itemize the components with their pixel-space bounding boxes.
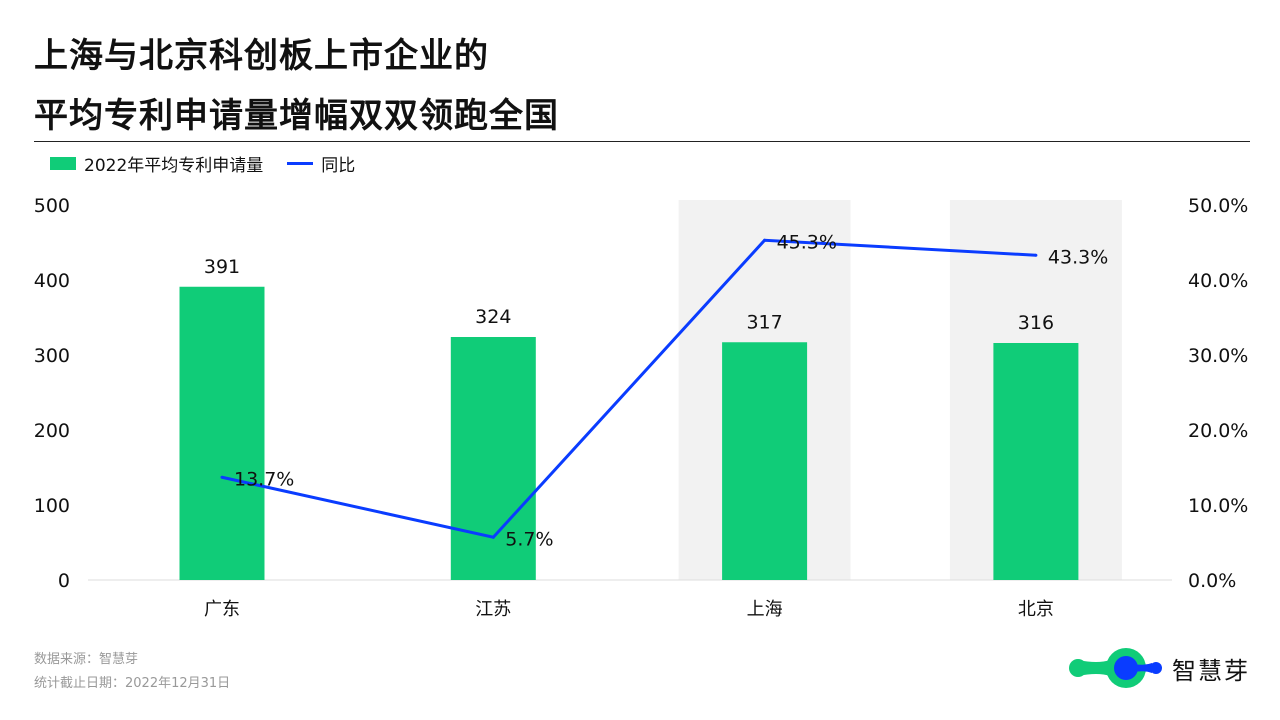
line-label: 43.3% <box>1048 246 1108 268</box>
title-line-2: 平均专利申请量增幅双双领跑全国 <box>34 96 559 136</box>
category-label: 江苏 <box>475 599 511 620</box>
title-line-1: 上海与北京科创板上市企业的 <box>34 36 489 76</box>
legend: 2022年平均专利申请量 同比 <box>50 151 355 176</box>
bar <box>993 343 1079 580</box>
right-tick-label: 10.0% <box>1188 495 1248 517</box>
bar <box>722 342 808 580</box>
right-tick-label: 0.0% <box>1188 570 1236 592</box>
legend-bar-swatch <box>50 157 76 170</box>
footer-source: 数据来源：智慧芽 <box>34 652 139 667</box>
bar-label: 317 <box>746 311 782 333</box>
logo: 智慧芽 <box>1068 648 1250 688</box>
left-tick-label: 200 <box>34 420 70 442</box>
left-tick-label: 400 <box>34 270 70 292</box>
left-tick-label: 0 <box>58 570 70 592</box>
category-label: 北京 <box>1018 599 1054 620</box>
category-label: 上海 <box>747 599 783 620</box>
line-label: 5.7% <box>505 528 553 550</box>
right-tick-label: 50.0% <box>1188 195 1248 217</box>
logo-text: 智慧芽 <box>1172 656 1250 685</box>
right-tick-label: 30.0% <box>1188 345 1248 367</box>
bar-label: 324 <box>475 306 511 328</box>
right-tick-label: 20.0% <box>1188 420 1248 442</box>
line-series <box>221 238 1036 539</box>
legend-line-label: 同比 <box>321 156 356 176</box>
footer-date: 统计截止日期：2022年12月31日 <box>34 676 231 691</box>
left-tick-label: 500 <box>34 195 70 217</box>
bar <box>179 286 265 580</box>
logo-icon <box>1069 648 1162 688</box>
bar-label: 316 <box>1018 312 1054 334</box>
bar-label: 391 <box>204 256 240 278</box>
line-point <box>220 475 224 479</box>
bar <box>450 337 536 580</box>
category-label: 广东 <box>204 599 240 620</box>
left-tick-label: 100 <box>34 495 70 517</box>
legend-line-swatch <box>287 162 314 165</box>
divider <box>34 141 1250 142</box>
legend-bar-label: 2022年平均专利申请量 <box>84 156 264 176</box>
line-point <box>1034 253 1038 257</box>
left-tick-label: 300 <box>34 345 70 367</box>
line-label: 45.3% <box>777 231 837 253</box>
right-tick-label: 40.0% <box>1188 270 1248 292</box>
line-point <box>763 238 767 242</box>
line-label: 13.7% <box>234 468 294 490</box>
line-point <box>491 535 495 539</box>
